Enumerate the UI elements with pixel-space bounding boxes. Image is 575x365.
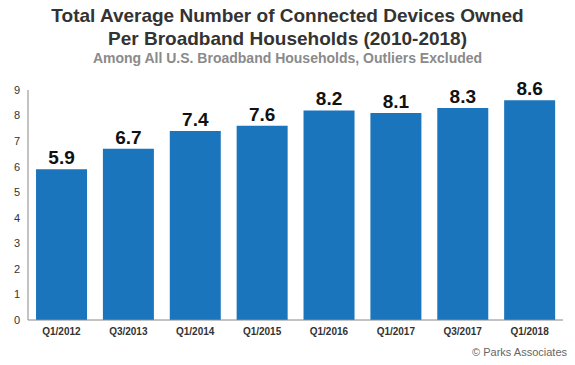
svg-text:Q1/2015: Q1/2015 bbox=[243, 326, 282, 337]
svg-text:5: 5 bbox=[14, 186, 20, 198]
svg-text:5.9: 5.9 bbox=[48, 147, 74, 168]
svg-text:Q3/2017: Q3/2017 bbox=[444, 326, 483, 337]
svg-text:Q1/2016: Q1/2016 bbox=[310, 326, 349, 337]
svg-text:3: 3 bbox=[14, 237, 20, 249]
svg-text:1: 1 bbox=[14, 288, 20, 300]
svg-text:Q1/2018: Q1/2018 bbox=[510, 326, 549, 337]
svg-text:6.7: 6.7 bbox=[115, 127, 141, 148]
svg-text:0: 0 bbox=[14, 314, 20, 326]
html-text:© Parks Associates: © Parks Associates bbox=[472, 346, 567, 358]
html-text:Total Average Number of Connec: Total Average Number of Connected Device… bbox=[51, 5, 524, 49]
svg-text:7.4: 7.4 bbox=[182, 109, 209, 130]
svg-text:Q1/2012: Q1/2012 bbox=[42, 326, 81, 337]
svg-text:2: 2 bbox=[14, 263, 20, 275]
svg-text:8: 8 bbox=[14, 109, 20, 121]
svg-text:7.6: 7.6 bbox=[249, 104, 275, 125]
svg-text:8.6: 8.6 bbox=[516, 78, 542, 99]
svg-text:8.3: 8.3 bbox=[450, 86, 476, 107]
svg-text:7: 7 bbox=[14, 135, 20, 147]
svg-text:9: 9 bbox=[14, 84, 20, 96]
svg-text:6: 6 bbox=[14, 161, 20, 173]
svg-text:4: 4 bbox=[14, 212, 20, 224]
svg-text:Q1/2014: Q1/2014 bbox=[176, 326, 215, 337]
svg-text:Q3/2013: Q3/2013 bbox=[109, 326, 148, 337]
svg-text:8.1: 8.1 bbox=[383, 91, 410, 112]
svg-text:Q1/2017: Q1/2017 bbox=[377, 326, 416, 337]
svg-text:8.2: 8.2 bbox=[316, 88, 342, 109]
html-text:Among All U.S. Broadband House: Among All U.S. Broadband Households, Out… bbox=[92, 50, 483, 66]
